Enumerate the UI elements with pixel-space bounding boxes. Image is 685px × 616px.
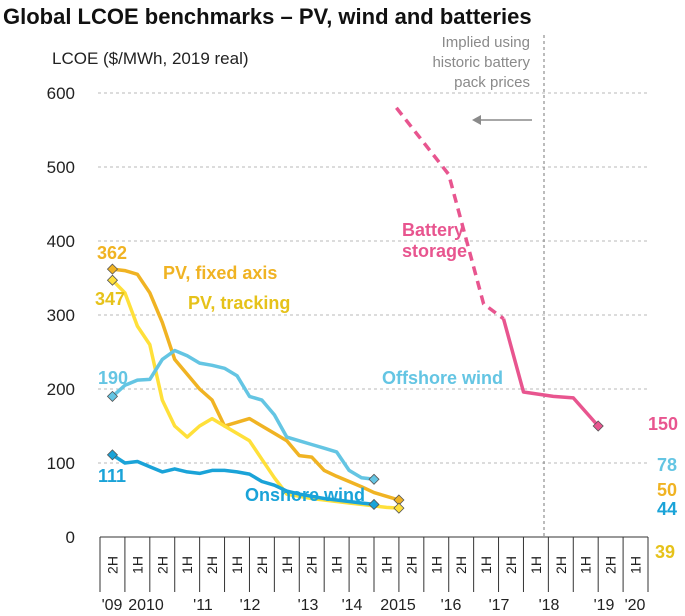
x-year-label: '09	[102, 597, 123, 614]
start-value-pv-tracking: 347	[95, 289, 125, 309]
x-half-label: 1H	[628, 556, 644, 574]
x-half-label: 2H	[104, 556, 120, 574]
start-value-pv-fixed-axis: 362	[97, 243, 127, 263]
value-labels: 150 362 50 347 39 190 78 111 44	[95, 243, 678, 562]
x-half-label: 2H	[304, 556, 320, 574]
y-tick-label: 500	[47, 158, 75, 177]
series-label-pv-tracking: PV, tracking	[188, 293, 290, 313]
x-half-label: 1H	[428, 556, 444, 574]
annotation-arrow-head	[472, 115, 481, 125]
series-label-pv-fixed-axis: PV, fixed axis	[163, 263, 277, 283]
start-marker-onshore-wind	[106, 449, 119, 461]
x-half-label: 1H	[279, 556, 295, 574]
x-half-label: 2H	[204, 556, 220, 574]
x-half-label: 2H	[603, 556, 619, 574]
y-tick-label: 100	[47, 454, 75, 473]
x-half-label: 2H	[354, 556, 370, 574]
x-year-label: '13	[298, 597, 319, 614]
chart-title: Global LCOE benchmarks – PV, wind and ba…	[3, 4, 532, 29]
x-year-label: '17	[489, 597, 510, 614]
series-label-battery-storage: storage	[402, 241, 467, 261]
x-year-label: '16	[441, 597, 462, 614]
x-half-label: 2H	[154, 556, 170, 574]
x-half-label: 2H	[403, 556, 419, 574]
start-value-offshore-wind: 190	[98, 368, 128, 388]
y-tick-label: 400	[47, 232, 75, 251]
end-value-onshore-wind: 44	[657, 499, 677, 519]
x-half-label: 1H	[229, 556, 245, 574]
x-year-label: '18	[539, 597, 560, 614]
y-axis-ticks: 0 100 200 300 400 500 600	[47, 84, 75, 547]
x-half-label: 1H	[129, 556, 145, 574]
x-half-label: 2H	[553, 556, 569, 574]
x-year-label: 2010	[128, 597, 164, 614]
x-year-label: 2015	[380, 597, 416, 614]
annotation-text: historic battery	[432, 54, 530, 71]
x-year-label: '11	[193, 597, 213, 614]
series-line-pv-fixed-axis	[112, 267, 400, 502]
annotation: Implied using historic battery pack prices	[432, 34, 532, 125]
x-half-label: 1H	[528, 556, 544, 574]
series-label-battery-storage: Battery	[402, 220, 464, 240]
x-half-label: 1H	[329, 556, 345, 574]
x-year-label: '14	[342, 597, 363, 614]
series-line-onshore-wind	[111, 453, 375, 507]
x-half-label: 1H	[478, 556, 494, 574]
start-marker-pv-tracking	[106, 274, 119, 286]
y-tick-label: 0	[66, 528, 75, 547]
x-half-label: 2H	[503, 556, 519, 574]
end-marker-offshore-wind	[368, 473, 380, 485]
series-lines	[111, 106, 600, 510]
x-half-label: 1H	[179, 556, 195, 574]
end-marker-pv-tracking	[393, 502, 405, 514]
x-year-label: '12	[240, 597, 261, 614]
x-half-label: 1H	[378, 556, 394, 574]
y-tick-label: 200	[47, 380, 75, 399]
end-marker-battery-storage	[592, 420, 604, 432]
x-half-label: 2H	[254, 556, 270, 574]
y-tick-label: 600	[47, 84, 75, 103]
series-line-battery-storage	[501, 318, 600, 428]
start-marker-pv-fixed-axis	[106, 263, 119, 275]
series-label-onshore-wind: Onshore wind	[245, 485, 365, 505]
annotation-text: Implied using	[442, 34, 530, 51]
gridlines	[98, 92, 648, 464]
end-marker-onshore-wind	[368, 498, 380, 511]
y-axis-label: LCOE ($/MWh, 2019 real)	[52, 49, 249, 68]
x-year-label: '19	[594, 597, 615, 614]
x-axis: 2H 1H 2H 1H 2H 1H 2H 1H 2H 1H 2H 1H 2H 1H 2H 1H 2H 1H 2H 1H…	[99, 536, 649, 614]
end-value-pv-fixed-axis: 50	[657, 480, 677, 500]
x-year-label: '20	[625, 597, 646, 614]
end-markers	[106, 263, 604, 514]
end-value-offshore-wind: 78	[657, 455, 677, 475]
x-half-label: 1H	[578, 556, 594, 574]
series-line-battery-storage-dashed	[395, 106, 505, 321]
end-value-pv-tracking: 39	[655, 542, 675, 562]
start-value-onshore-wind: 111	[98, 466, 126, 486]
y-tick-label: 300	[47, 306, 75, 325]
series-line-offshore-wind	[111, 348, 375, 482]
annotation-text: pack prices	[454, 74, 530, 91]
series-label-offshore-wind: Offshore wind	[382, 368, 503, 388]
end-value-battery-storage: 150	[648, 414, 678, 434]
start-marker-offshore-wind	[106, 390, 119, 402]
x-half-label: 2H	[453, 556, 469, 574]
